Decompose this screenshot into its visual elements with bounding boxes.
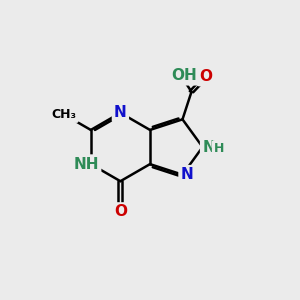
Text: N: N: [181, 167, 193, 182]
Text: H: H: [214, 142, 224, 155]
Text: N: N: [202, 140, 215, 154]
Text: O: O: [199, 69, 212, 84]
Text: NH: NH: [74, 157, 99, 172]
Text: N: N: [114, 105, 127, 120]
Text: CH₃: CH₃: [52, 108, 77, 121]
Text: OH: OH: [171, 68, 197, 83]
Text: O: O: [114, 205, 127, 220]
